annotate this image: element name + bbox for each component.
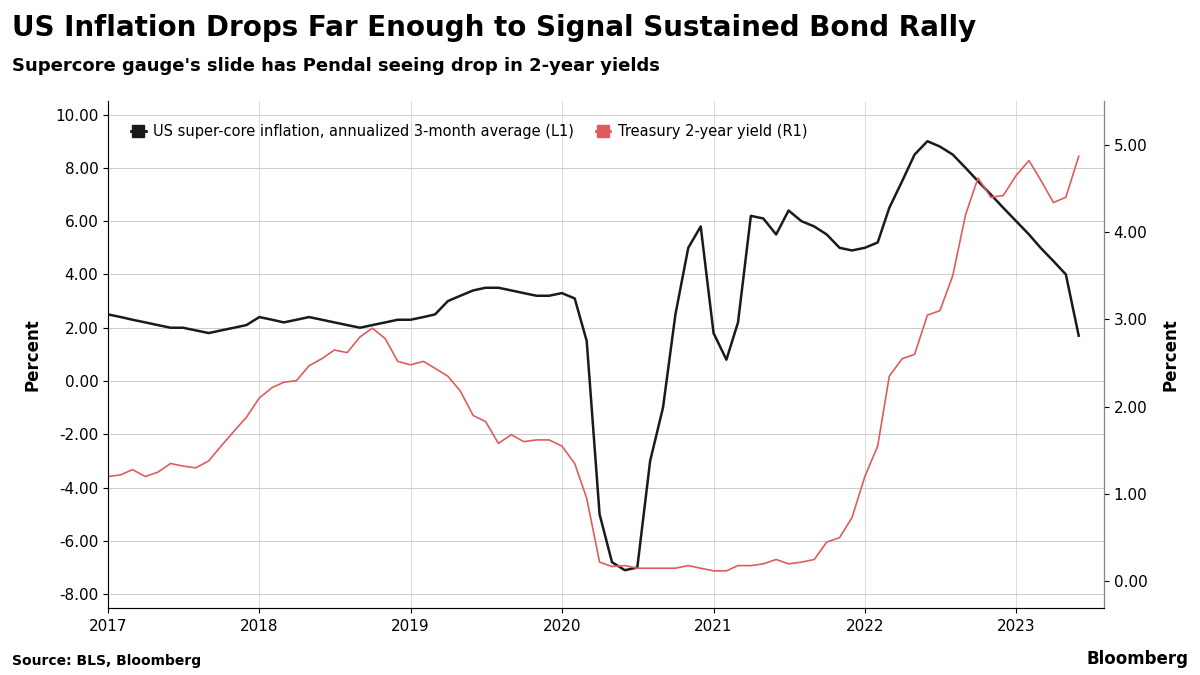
Text: US Inflation Drops Far Enough to Signal Sustained Bond Rally: US Inflation Drops Far Enough to Signal …: [12, 14, 977, 41]
Y-axis label: Percent: Percent: [23, 318, 41, 391]
Text: Supercore gauge's slide has Pendal seeing drop in 2-year yields: Supercore gauge's slide has Pendal seein…: [12, 57, 660, 76]
Text: Source: BLS, Bloomberg: Source: BLS, Bloomberg: [12, 654, 202, 668]
Text: Bloomberg: Bloomberg: [1086, 650, 1188, 668]
Y-axis label: Percent: Percent: [1162, 318, 1180, 391]
Legend: US super-core inflation, annualized 3-month average (L1), Treasury 2-year yield : US super-core inflation, annualized 3-mo…: [125, 119, 812, 145]
